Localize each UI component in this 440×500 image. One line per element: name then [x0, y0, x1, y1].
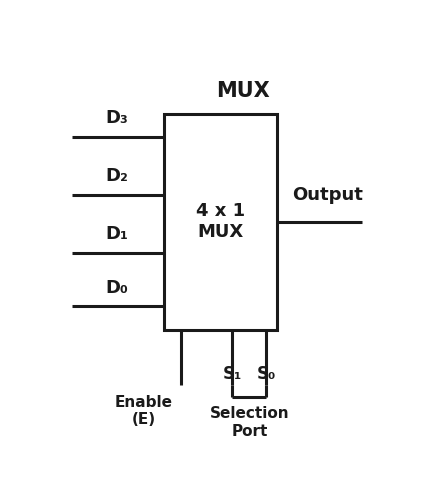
Text: MUX: MUX: [216, 81, 269, 101]
Text: Output: Output: [292, 186, 363, 204]
Bar: [164, 114, 277, 330]
Text: Selection
Port: Selection Port: [209, 406, 289, 439]
Text: D₁: D₁: [105, 225, 128, 243]
Text: S₀: S₀: [257, 366, 276, 384]
Text: D₂: D₂: [105, 167, 128, 185]
Text: 4 x 1
MUX: 4 x 1 MUX: [196, 202, 245, 241]
Text: D₃: D₃: [105, 110, 128, 128]
Text: Enable
(E): Enable (E): [115, 395, 172, 428]
Text: D₀: D₀: [105, 279, 128, 297]
Text: S₁: S₁: [223, 366, 242, 384]
